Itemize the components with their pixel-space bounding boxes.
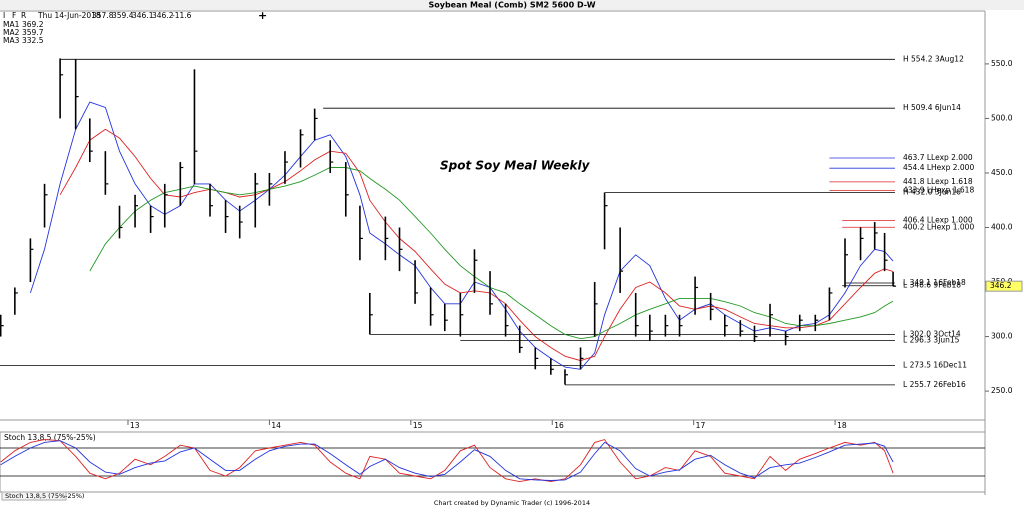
stoch-line xyxy=(0,440,894,481)
level-label: 463.7 LLexp 2.000 xyxy=(903,153,973,162)
legend-name: MA1 xyxy=(3,20,20,29)
tool[interactable]: I xyxy=(3,11,5,20)
ma-line xyxy=(59,128,894,362)
x-tick-label: 17 xyxy=(696,421,706,430)
level-label: H 554.2 3Aug12 xyxy=(903,54,964,63)
y-tick-label: 300.0 xyxy=(991,332,1013,341)
chart-title: Soybean Meal (Comb) SM2 5600 D-W xyxy=(428,1,595,10)
footer: Chart created by Dynamic Trader (c) 1996… xyxy=(434,499,590,507)
legend-value: 332.5 xyxy=(22,36,44,45)
x-tick-label: 16 xyxy=(554,421,564,430)
tab[interactable] xyxy=(1,491,67,501)
tool[interactable]: F xyxy=(12,11,16,20)
level-label: 433.9 LHexp 1.618 xyxy=(903,186,974,195)
y-tick-label: 450.0 xyxy=(991,168,1013,177)
tab-label[interactable]: Stoch 13,8,5 (75%-25%) xyxy=(5,492,84,500)
info-high: 359.4 xyxy=(112,11,134,20)
level-label: L 349.1 16Feb18 xyxy=(903,278,966,287)
ma-line xyxy=(89,167,894,340)
last-price-box xyxy=(985,280,1023,292)
y-tick-label: 250.0 xyxy=(991,386,1013,395)
level-label: L 255.7 26Feb16 xyxy=(903,380,966,389)
y-tick-label: 500.0 xyxy=(991,113,1013,122)
info-change: -11.6 xyxy=(172,11,192,20)
level-label: L 273.5 16Dec11 xyxy=(903,360,967,369)
level-label: L 302.0 3Oct14 xyxy=(903,329,961,338)
x-tick-label: 18 xyxy=(837,421,847,430)
annotation: Spot Soy Meal Weekly xyxy=(440,159,591,173)
stoch-line xyxy=(0,439,894,483)
y-tick-label: 400.0 xyxy=(991,222,1013,231)
info-date: Thu 14-Jun-2018 xyxy=(37,11,101,20)
ma-line xyxy=(29,101,894,370)
level-label: H 432.0 3Jun16 xyxy=(903,188,961,197)
last-price: 346.2 xyxy=(990,281,1012,290)
tool[interactable]: R xyxy=(21,11,26,20)
level-label: 454.4 LHexp 2.000 xyxy=(903,163,974,172)
level-label: 441.8 LLexp 1.618 xyxy=(903,177,973,186)
y-tick-label: 550.0 xyxy=(991,59,1013,68)
level-label: L 346.6 9Feb18 xyxy=(903,281,961,290)
info-close: 346.2 xyxy=(152,11,174,20)
stoch-label: Stoch 13,8,5 (75%-25%) xyxy=(4,433,96,442)
info-open: 357.8 xyxy=(92,11,114,20)
level-label: L 296.3 3Jun15 xyxy=(903,336,960,345)
stoch-panel xyxy=(0,431,986,493)
info-low: 346.1 xyxy=(132,11,154,20)
legend-value: 359.7 xyxy=(22,28,44,37)
legend-value: 369.2 xyxy=(22,20,44,29)
x-tick-label: 14 xyxy=(271,421,281,430)
legend-name: MA3 xyxy=(3,36,20,45)
x-tick-label: 13 xyxy=(130,421,140,430)
x-tick-label: 15 xyxy=(413,421,423,430)
level-label: 406.4 LLexp 1.000 xyxy=(903,216,973,225)
title-bar xyxy=(0,0,1024,10)
level-label: 400.2 LHexp 1.000 xyxy=(903,222,974,231)
add-button[interactable]: + xyxy=(258,9,267,22)
level-label: H 509.4 6Jun14 xyxy=(903,103,961,112)
legend-name: MA2 xyxy=(3,28,20,37)
